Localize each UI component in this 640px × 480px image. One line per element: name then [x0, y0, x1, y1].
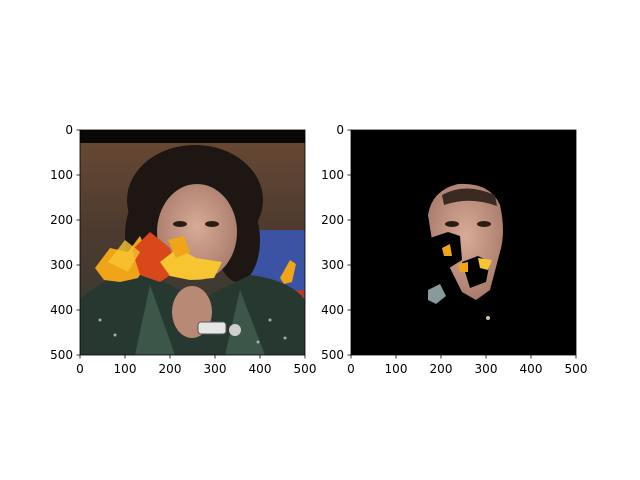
x-axis-right: 0 100 200 300 400 500	[347, 355, 587, 376]
leaf-small-icon	[280, 260, 296, 284]
y-tick-label: 400	[321, 303, 344, 317]
y-tick-label: 200	[50, 213, 73, 227]
axes-frame-left	[79, 129, 306, 356]
axes-frame-right	[350, 129, 577, 356]
x-tick-label: 500	[294, 362, 317, 376]
masked-image	[351, 130, 576, 355]
y-axis-left: 0 100 200 300 400 500	[50, 123, 80, 362]
x-tick-label: 100	[385, 362, 408, 376]
panel-masked-face: 0 100 200 300 400 500 0 100 200 300 400 500	[321, 123, 587, 376]
y-tick-label: 500	[321, 348, 344, 362]
leaf-icon	[95, 232, 222, 282]
y-tick-label: 100	[50, 168, 73, 182]
x-tick-label: 300	[475, 362, 498, 376]
y-tick-label: 200	[321, 213, 344, 227]
panel-original-photo: 0 100 200 300 400 500 0 100 200 300 400 500	[50, 123, 316, 376]
x-tick-label: 200	[159, 362, 182, 376]
x-tick-label: 500	[565, 362, 588, 376]
x-tick-label: 400	[249, 362, 272, 376]
x-tick-label: 0	[76, 362, 84, 376]
y-axis-right: 0 100 200 300 400 500	[321, 123, 351, 362]
y-tick-label: 300	[321, 258, 344, 272]
x-tick-label: 300	[204, 362, 227, 376]
x-tick-label: 400	[520, 362, 543, 376]
y-tick-label: 100	[321, 168, 344, 182]
y-tick-label: 500	[50, 348, 73, 362]
x-axis-left: 0 100 200 300 400 500	[76, 355, 316, 376]
y-tick-label: 0	[336, 123, 344, 137]
y-tick-label: 300	[50, 258, 73, 272]
x-tick-label: 100	[114, 362, 137, 376]
photo-image	[80, 130, 305, 355]
y-tick-label: 0	[65, 123, 73, 137]
x-tick-label: 0	[347, 362, 355, 376]
x-tick-label: 200	[430, 362, 453, 376]
y-tick-label: 400	[50, 303, 73, 317]
